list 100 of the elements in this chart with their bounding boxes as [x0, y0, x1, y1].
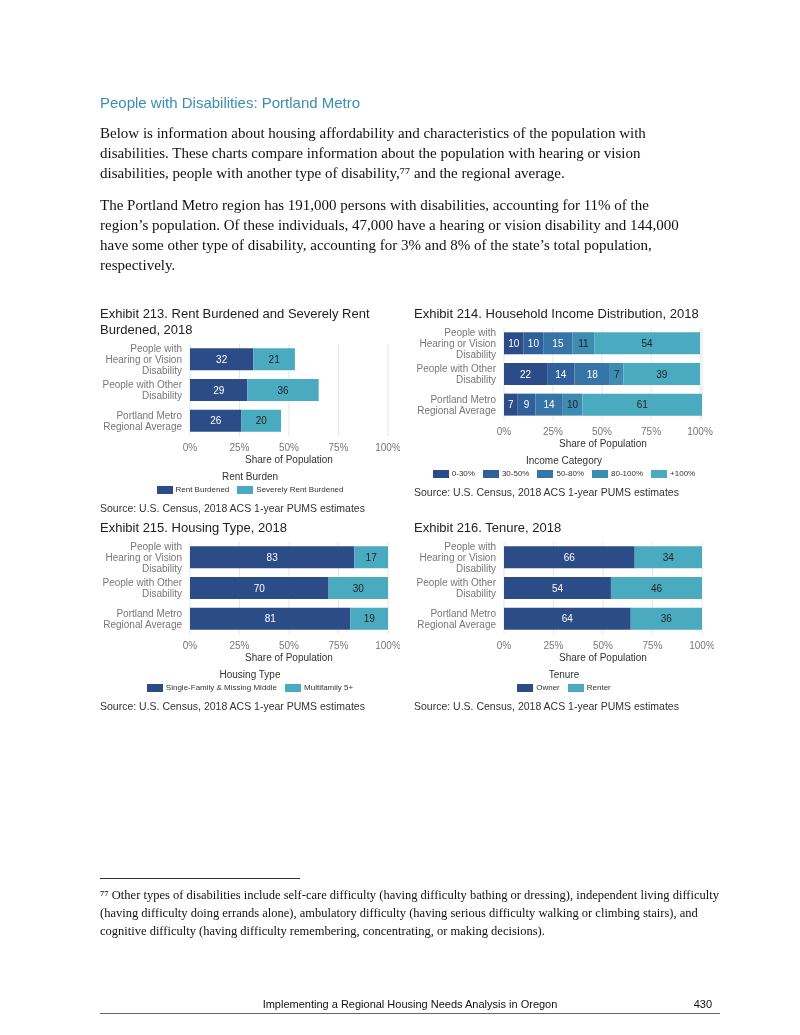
text: ⁷⁷ Other types of disabilities include self-care difficulty (having difficulty bathing or dressing), independent living difficulty (having difficulty doing errands alone), ambulatory difficulty (having serious difficulty walking or climbing stairs), and cognitive difficulty (having difficulty remembering, concentrating, or making decisions).: [100, 887, 720, 940]
bar: [582, 393, 702, 416]
bar: [574, 362, 610, 385]
text: Below is information about housing affordability and characteristics of the population with disabilities. These charts compare information about the population with hearing or vision disabilities, people with another type of disability,⁷⁷ and the regional average.: [100, 124, 647, 183]
y-tick-label: People with Hearing or Vision Disability: [419, 540, 496, 574]
data-label: 14: [543, 399, 556, 411]
chart-title: Exhibit 215. Housing Type, 2018: [100, 520, 288, 536]
x-tick-label: 100%: [375, 640, 401, 652]
chart-title: Exhibit 213. Rent Burdened and Severely Rent Burdened, 2018: [100, 306, 371, 338]
x-tick-label: 25%: [543, 426, 564, 438]
y-tick-label: Portland Metro Regional Average: [103, 409, 183, 432]
y-tick-label: People with Hearing or Vision Disability: [419, 326, 496, 360]
x-tick-label: 0%: [182, 640, 198, 652]
text: The Portland Metro region has 191,000 persons with disabilities, accounting for 11% of the region’s population. Of these individuals, 47,000 have a hearing or vision disability and 144,000 have some other type of disability, accounting for 3% and 8% of the state’s total population, respectively.: [100, 196, 680, 275]
bar: [241, 409, 282, 432]
x-tick-label: 75%: [642, 640, 663, 652]
legend-title: Tenure: [548, 669, 580, 680]
bar: [190, 576, 329, 599]
bar: [504, 607, 631, 630]
x-tick-label: 25%: [543, 640, 564, 652]
data-label: 46: [650, 582, 663, 594]
legend-label: 0-30%: [451, 469, 475, 478]
y-tick-label: People with Hearing or Vision Disability: [105, 540, 182, 574]
x-tick-label: 25%: [229, 640, 250, 652]
data-label: 14: [555, 368, 567, 380]
bar: [609, 362, 624, 385]
x-tick-label: 0%: [182, 442, 198, 454]
data-label: 61: [636, 399, 649, 411]
x-tick-label: 0%: [496, 426, 512, 438]
bar: [247, 378, 319, 401]
x-tick-label: 100%: [375, 442, 401, 454]
legend-label: +100%: [670, 469, 696, 478]
data-label: 29: [213, 384, 225, 396]
y-tick-label: Portland Metro Regional Average: [103, 607, 183, 630]
legend-title: Income Category: [525, 455, 603, 466]
data-label: 22: [520, 368, 532, 380]
bar: [190, 409, 242, 432]
x-tick-label: 25%: [229, 442, 250, 454]
data-label: 7: [613, 368, 620, 380]
legend-title: Rent Burden: [221, 471, 279, 482]
data-label: 54: [551, 582, 564, 594]
bar: [328, 576, 388, 599]
x-tick-label: 50%: [592, 426, 613, 438]
data-label: 64: [561, 613, 574, 625]
bar: [634, 546, 702, 569]
x-tick-label: 75%: [328, 442, 349, 454]
data-label: 11: [578, 337, 590, 349]
y-tick-label: People with Other Disability: [102, 577, 183, 599]
data-label: 10: [508, 337, 520, 349]
text: People with Disabilities: Portland Metro: [100, 94, 362, 111]
source-note: Source: U.S. Census, 2018 ACS 1-year PUMS estimates: [414, 486, 680, 498]
bar: [190, 607, 351, 630]
bar: [630, 607, 702, 630]
legend-label: Severely Rent Burdened: [256, 485, 344, 494]
legend-label: 30-50%: [501, 469, 530, 478]
data-label: 54: [641, 337, 654, 349]
legend-label: Rent Burdened: [175, 485, 230, 494]
data-label: 66: [563, 551, 576, 563]
bar: [190, 378, 248, 401]
bar: [504, 362, 548, 385]
bar: [253, 348, 295, 371]
legend-label: 50-80%: [556, 469, 585, 478]
data-label: 10: [567, 399, 579, 411]
text: Implementing a Regional Housing Needs Analysis in Oregon: [262, 998, 558, 1010]
bar: [610, 576, 702, 599]
data-label: 10: [527, 337, 540, 349]
bar: [504, 393, 518, 416]
x-axis-title: Share of Population: [244, 652, 334, 663]
y-tick-label: Portland Metro Regional Average: [417, 393, 497, 416]
x-tick-label: 100%: [687, 426, 713, 438]
bar: [350, 607, 388, 630]
x-axis-title: Share of Population: [558, 438, 648, 449]
legend-label: 80-100%: [611, 469, 644, 478]
data-label: 83: [266, 551, 279, 563]
bar: [504, 546, 635, 569]
data-label: 18: [586, 368, 599, 380]
chart-title: Exhibit 214. Household Income Distribution, 2018: [414, 306, 700, 322]
chart-title: Exhibit 216. Tenure, 2018: [414, 520, 563, 536]
legend-label: Single-Family & Missing Middle: [165, 683, 278, 692]
bar: [623, 362, 701, 385]
source-note: Source: U.S. Census, 2018 ACS 1-year PUMS estimates: [100, 502, 366, 514]
bar: [594, 332, 701, 355]
data-label: 39: [656, 368, 668, 380]
y-tick-label: People with Other Disability: [102, 379, 183, 401]
y-tick-label: People with Hearing or Vision Disability: [105, 342, 182, 376]
x-tick-label: 50%: [278, 442, 300, 454]
data-label: 70: [253, 582, 266, 594]
data-label: 81: [264, 613, 277, 625]
source-note: Source: U.S. Census, 2018 ACS 1-year PUMS estimates: [414, 700, 680, 712]
x-tick-label: 0%: [496, 640, 512, 652]
bar: [354, 546, 388, 569]
data-label: 30: [352, 582, 365, 594]
legend-label: Renter: [586, 683, 611, 692]
x-tick-label: 50%: [278, 640, 300, 652]
data-label: 17: [365, 551, 378, 563]
x-tick-label: 75%: [328, 640, 349, 652]
y-tick-label: People with Other Disability: [416, 577, 497, 599]
text: 430: [693, 998, 712, 1010]
source-note: Source: U.S. Census, 2018 ACS 1-year PUMS estimates: [100, 700, 366, 712]
data-label: 32: [216, 353, 228, 365]
